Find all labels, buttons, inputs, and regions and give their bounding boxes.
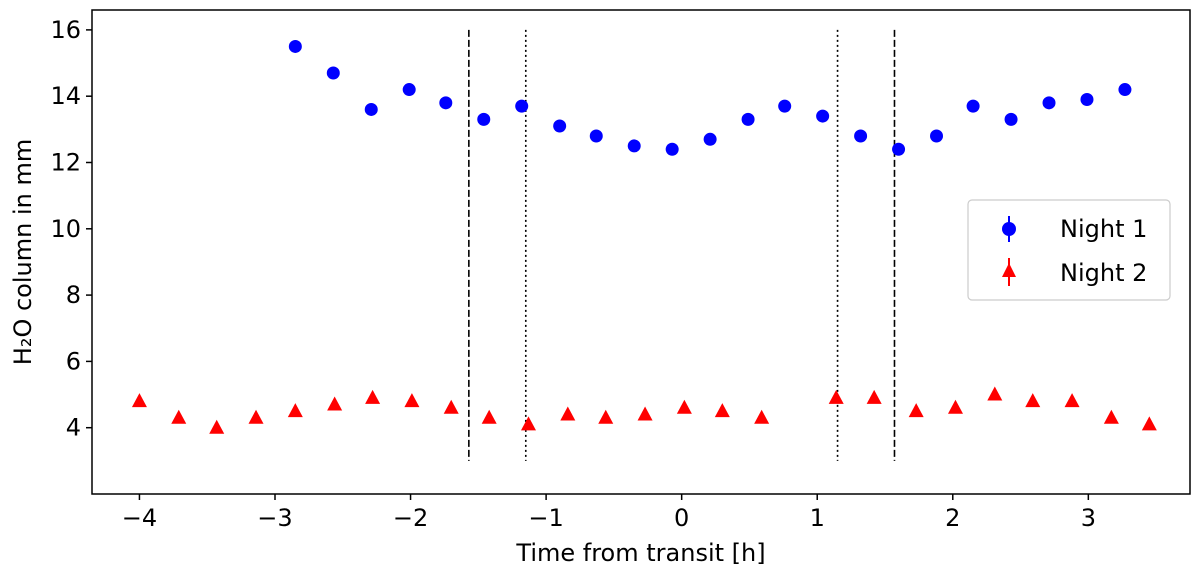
data-point-night-2 [560, 406, 576, 421]
data-point-night-1 [854, 129, 868, 143]
data-point-night-2 [754, 409, 770, 424]
x-axis: −4 −3 −2 −1 0 1 2 3 [122, 494, 1096, 532]
data-point-night-1 [778, 99, 792, 113]
x-axis-label: Time from transit [h] [515, 539, 765, 567]
data-point-night-1 [816, 109, 830, 123]
plot-area [131, 29, 1157, 461]
data-point-night-2 [404, 393, 420, 408]
data-point-night-2 [676, 399, 692, 414]
data-point-night-1 [703, 132, 717, 146]
data-point-night-2 [947, 399, 963, 414]
x-tick-label: 3 [1081, 504, 1096, 532]
data-point-night-2 [714, 403, 730, 418]
legend-entry-night-2: Night 2 [1002, 258, 1147, 287]
data-point-night-1 [741, 112, 755, 126]
data-point-night-2 [987, 386, 1003, 401]
legend-marker-night-1 [1002, 222, 1016, 236]
legend-entry-night-1: Night 1 [1002, 215, 1147, 243]
data-point-night-2 [637, 406, 653, 421]
data-point-night-1 [1118, 83, 1132, 97]
y-tick-label: 8 [66, 281, 81, 309]
data-point-night-1 [402, 83, 416, 97]
data-point-night-2 [598, 409, 614, 424]
y-tick-label: 6 [66, 347, 81, 375]
data-point-night-2 [443, 399, 459, 414]
x-tick-label: 2 [945, 504, 960, 532]
y-tick-label: 12 [50, 148, 81, 176]
data-point-night-2 [908, 403, 924, 418]
data-point-night-1 [439, 96, 453, 110]
y-tick-label: 16 [50, 16, 81, 44]
data-point-night-2 [327, 396, 343, 411]
data-point-night-1 [1080, 93, 1094, 107]
data-point-night-1 [1004, 112, 1018, 126]
legend-label-night-1: Night 1 [1060, 215, 1147, 243]
y-tick-label: 4 [66, 414, 81, 442]
x-tick-label: 0 [674, 504, 689, 532]
legend-marker-night-2 [1002, 263, 1016, 277]
data-point-night-1 [627, 139, 641, 153]
plot-frame [91, 9, 1191, 495]
y-tick-label: 10 [50, 215, 81, 243]
legend-frame [967, 199, 1171, 301]
data-point-night-1 [477, 112, 491, 126]
data-point-night-2 [287, 403, 303, 418]
series-2 [131, 386, 1157, 434]
series-1 [288, 39, 1132, 156]
data-point-night-1 [515, 99, 529, 113]
data-point-night-1 [288, 39, 302, 53]
data-point-night-1 [892, 142, 906, 156]
data-point-night-1 [364, 102, 378, 116]
data-point-night-1 [665, 142, 679, 156]
data-point-night-1 [930, 129, 944, 143]
legend-label-night-2: Night 2 [1060, 259, 1147, 287]
data-point-night-2 [365, 389, 381, 404]
data-point-night-2 [1064, 393, 1080, 408]
data-point-night-1 [589, 129, 603, 143]
data-point-night-2 [248, 409, 264, 424]
data-point-night-2 [209, 419, 225, 434]
data-point-night-1 [326, 66, 340, 80]
x-tick-label: −4 [122, 504, 157, 532]
data-point-night-2 [866, 389, 882, 404]
y-tick-label: 14 [50, 82, 81, 110]
data-point-night-2 [171, 409, 187, 424]
data-point-night-1 [1042, 96, 1056, 110]
data-point-night-2 [1025, 393, 1041, 408]
x-tick-label: 1 [810, 504, 825, 532]
data-point-night-2 [1141, 416, 1157, 431]
data-point-night-2 [131, 393, 147, 408]
y-axis: 4 6 8 10 12 14 16 [50, 16, 92, 442]
data-point-night-2 [1103, 409, 1119, 424]
x-tick-label: −1 [528, 504, 563, 532]
data-point-night-2 [828, 389, 844, 404]
data-point-night-2 [520, 416, 536, 431]
legend: Night 1 Night 2 [967, 199, 1171, 301]
data-point-night-2 [481, 409, 497, 424]
x-tick-label: −2 [393, 504, 428, 532]
data-point-night-1 [553, 119, 567, 133]
data-point-night-1 [966, 99, 980, 113]
x-tick-label: −3 [257, 504, 292, 532]
y-axis-label: H₂O column in mm [9, 139, 37, 365]
